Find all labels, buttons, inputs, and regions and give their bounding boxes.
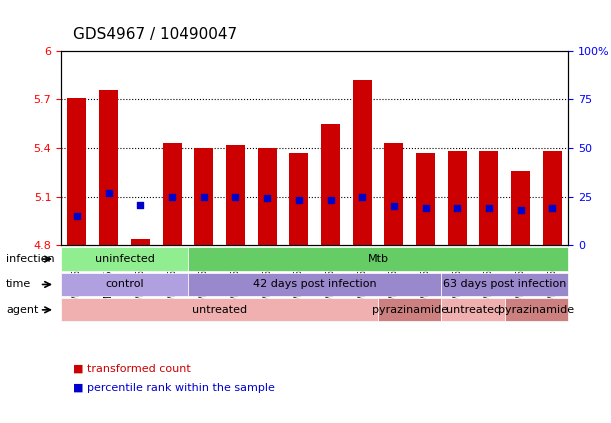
Point	[326, 197, 335, 203]
Text: untreated: untreated	[445, 305, 500, 315]
Point	[262, 195, 272, 202]
Bar	[290, 153, 309, 245]
Point	[484, 205, 494, 212]
Bar	[321, 124, 340, 245]
Bar	[416, 153, 435, 245]
Text: pyrazinamide: pyrazinamide	[371, 305, 448, 315]
Point	[230, 193, 240, 200]
Bar	[353, 80, 371, 245]
Point	[104, 190, 114, 197]
Text: pyrazinamide: pyrazinamide	[499, 305, 574, 315]
Point	[389, 203, 399, 210]
Point	[294, 197, 304, 203]
Bar	[194, 148, 213, 245]
Bar	[99, 90, 118, 245]
Text: Mtb: Mtb	[368, 254, 389, 264]
Bar	[163, 143, 181, 245]
Bar	[226, 145, 245, 245]
Point	[72, 213, 82, 220]
Bar	[480, 151, 499, 245]
Bar	[258, 148, 277, 245]
Bar	[384, 143, 403, 245]
Point	[421, 205, 431, 212]
Text: infection: infection	[6, 254, 55, 264]
Bar	[131, 239, 150, 245]
Text: untreated: untreated	[192, 305, 247, 315]
Text: uninfected: uninfected	[95, 254, 155, 264]
Text: control: control	[105, 280, 144, 289]
Text: agent: agent	[6, 305, 38, 315]
Text: 63 days post infection: 63 days post infection	[443, 280, 566, 289]
Text: 42 days post infection: 42 days post infection	[253, 280, 376, 289]
Point	[547, 205, 557, 212]
Point	[199, 193, 208, 200]
Text: time: time	[6, 280, 31, 289]
Bar	[67, 98, 87, 245]
Bar	[448, 151, 467, 245]
Point	[516, 206, 525, 213]
Bar	[543, 151, 562, 245]
Point	[136, 201, 145, 208]
Text: GDS4967 / 10490047: GDS4967 / 10490047	[73, 27, 238, 42]
Point	[167, 193, 177, 200]
Point	[452, 205, 462, 212]
Bar	[511, 171, 530, 245]
Text: ■ percentile rank within the sample: ■ percentile rank within the sample	[73, 383, 275, 393]
Text: ■ transformed count: ■ transformed count	[73, 364, 191, 374]
Point	[357, 193, 367, 200]
